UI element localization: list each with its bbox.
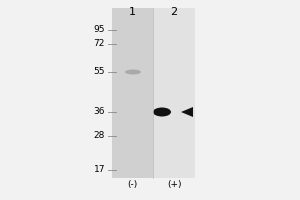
Bar <box>153 8 195 178</box>
Ellipse shape <box>125 70 141 74</box>
Text: (+): (+) <box>167 180 181 190</box>
Text: 95: 95 <box>94 25 105 34</box>
Text: 28: 28 <box>94 132 105 140</box>
Polygon shape <box>181 107 193 117</box>
Text: 72: 72 <box>94 40 105 48</box>
Text: 55: 55 <box>94 68 105 76</box>
Text: 1: 1 <box>128 7 136 17</box>
Bar <box>112 8 195 178</box>
Text: 36: 36 <box>94 108 105 116</box>
Text: 2: 2 <box>170 7 178 17</box>
Text: (-): (-) <box>127 180 137 190</box>
Ellipse shape <box>153 108 171 116</box>
Text: 17: 17 <box>94 166 105 174</box>
Bar <box>112 8 153 178</box>
